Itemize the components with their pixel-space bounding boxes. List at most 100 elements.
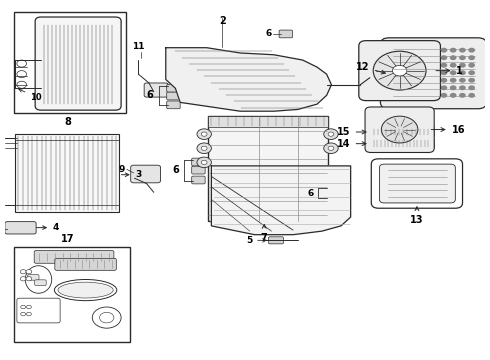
- Ellipse shape: [58, 282, 113, 298]
- Circle shape: [413, 93, 419, 98]
- Circle shape: [450, 55, 457, 60]
- Circle shape: [404, 78, 410, 83]
- Circle shape: [328, 132, 334, 136]
- FancyBboxPatch shape: [131, 165, 161, 183]
- Text: 16: 16: [431, 125, 465, 135]
- Circle shape: [450, 93, 457, 98]
- Circle shape: [17, 81, 26, 88]
- FancyBboxPatch shape: [380, 38, 487, 109]
- FancyBboxPatch shape: [144, 83, 168, 97]
- Ellipse shape: [25, 266, 52, 293]
- Text: 7: 7: [261, 224, 268, 243]
- Bar: [240, 220, 274, 230]
- Bar: [208, 117, 328, 127]
- FancyBboxPatch shape: [17, 298, 60, 323]
- Text: 4: 4: [36, 223, 59, 232]
- Ellipse shape: [54, 279, 117, 301]
- Circle shape: [26, 305, 31, 309]
- Circle shape: [450, 78, 457, 83]
- Circle shape: [468, 85, 475, 90]
- FancyBboxPatch shape: [371, 159, 463, 208]
- Circle shape: [441, 70, 447, 75]
- FancyBboxPatch shape: [27, 275, 39, 280]
- Circle shape: [20, 277, 26, 281]
- Circle shape: [394, 78, 401, 83]
- Circle shape: [441, 63, 447, 68]
- Circle shape: [197, 157, 211, 168]
- Circle shape: [394, 85, 401, 90]
- Circle shape: [431, 55, 438, 60]
- Text: 10: 10: [19, 89, 42, 102]
- Text: 6: 6: [307, 189, 314, 198]
- Circle shape: [450, 70, 457, 75]
- Circle shape: [197, 129, 211, 139]
- Circle shape: [394, 93, 401, 98]
- Circle shape: [431, 63, 438, 68]
- Circle shape: [459, 55, 466, 60]
- Circle shape: [99, 312, 114, 323]
- Circle shape: [404, 55, 410, 60]
- FancyBboxPatch shape: [379, 164, 455, 203]
- Circle shape: [431, 48, 438, 53]
- Text: 6: 6: [146, 90, 153, 100]
- Circle shape: [459, 70, 466, 75]
- Circle shape: [441, 48, 447, 53]
- Bar: [208, 117, 328, 221]
- Circle shape: [20, 270, 26, 274]
- Circle shape: [413, 85, 419, 90]
- Circle shape: [422, 85, 429, 90]
- Circle shape: [413, 48, 419, 53]
- Circle shape: [324, 129, 338, 139]
- Circle shape: [422, 48, 429, 53]
- FancyBboxPatch shape: [35, 17, 121, 110]
- Text: 14: 14: [337, 139, 366, 149]
- Circle shape: [26, 277, 32, 281]
- Circle shape: [413, 55, 419, 60]
- Circle shape: [21, 312, 25, 316]
- Circle shape: [431, 93, 438, 98]
- Circle shape: [404, 48, 410, 53]
- Circle shape: [441, 85, 447, 90]
- Circle shape: [21, 305, 25, 309]
- Circle shape: [450, 63, 457, 68]
- Text: 15: 15: [337, 127, 366, 137]
- Circle shape: [197, 143, 211, 154]
- Circle shape: [468, 93, 475, 98]
- FancyBboxPatch shape: [325, 186, 338, 193]
- Text: 6: 6: [265, 30, 271, 39]
- FancyBboxPatch shape: [35, 280, 46, 285]
- FancyBboxPatch shape: [325, 193, 338, 201]
- Circle shape: [422, 70, 429, 75]
- FancyBboxPatch shape: [192, 166, 205, 174]
- Circle shape: [394, 48, 401, 53]
- Circle shape: [17, 71, 26, 78]
- Circle shape: [201, 160, 207, 165]
- Circle shape: [441, 93, 447, 98]
- Circle shape: [404, 93, 410, 98]
- Circle shape: [468, 48, 475, 53]
- FancyBboxPatch shape: [192, 158, 205, 166]
- Circle shape: [26, 312, 31, 316]
- Circle shape: [392, 66, 407, 76]
- Circle shape: [431, 78, 438, 83]
- FancyBboxPatch shape: [167, 92, 180, 100]
- Text: 1: 1: [436, 66, 463, 76]
- FancyBboxPatch shape: [368, 127, 434, 137]
- Circle shape: [459, 85, 466, 90]
- FancyBboxPatch shape: [368, 138, 434, 149]
- Circle shape: [201, 146, 207, 150]
- FancyBboxPatch shape: [167, 84, 180, 92]
- Circle shape: [17, 60, 26, 67]
- Circle shape: [441, 55, 447, 60]
- Circle shape: [468, 63, 475, 68]
- FancyBboxPatch shape: [279, 30, 293, 38]
- FancyBboxPatch shape: [55, 258, 116, 270]
- FancyBboxPatch shape: [365, 107, 434, 153]
- Circle shape: [404, 63, 410, 68]
- Circle shape: [468, 70, 475, 75]
- Circle shape: [450, 85, 457, 90]
- Circle shape: [413, 63, 419, 68]
- Circle shape: [413, 70, 419, 75]
- Circle shape: [431, 70, 438, 75]
- Circle shape: [450, 48, 457, 53]
